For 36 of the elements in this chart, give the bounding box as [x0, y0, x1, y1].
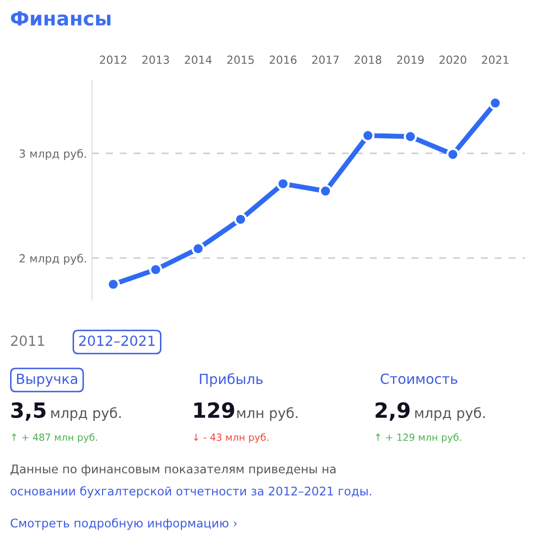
text: млн руб.	[237, 407, 298, 421]
text: 2012–2021	[79, 336, 155, 346]
text: ↑ + 129 млн руб.	[376, 433, 462, 443]
point	[234, 212, 248, 226]
x-tick-label: 2019	[397, 56, 424, 64]
x-tick-label: 2020	[440, 56, 466, 64]
text: 129	[194, 402, 234, 418]
y-tick-label: 2 млрд руб.	[20, 254, 86, 265]
x-tick-label: 2021	[482, 56, 508, 64]
text: Стоимость	[380, 374, 458, 384]
x-tick-label: 2014	[184, 56, 212, 64]
chart-title: Финансы	[10, 11, 110, 26]
text: млрд руб.	[51, 407, 121, 421]
text: Выручка	[17, 374, 78, 387]
y-tick-label: 3 млрд руб.	[20, 149, 86, 160]
text: Данные по финансовым показателям приведены на	[10, 464, 336, 476]
point	[446, 148, 460, 161]
point	[192, 242, 205, 256]
text: Прибыль	[200, 373, 263, 387]
x-tick-label: 2015	[227, 56, 254, 64]
point	[106, 278, 120, 291]
point	[149, 263, 162, 276]
point	[276, 177, 290, 190]
text: Смотреть подробную информацию ›	[10, 518, 237, 530]
text: 2011	[11, 336, 44, 346]
x-tick-label: 2016	[270, 56, 296, 64]
text: 3,5	[11, 402, 46, 421]
text: млрд руб.	[415, 407, 485, 421]
x-tick-label: 2018	[354, 56, 382, 64]
text: ↑ + 487 млн руб.	[12, 433, 98, 443]
text: 2,9	[376, 402, 410, 421]
x-tick-label: 2013	[142, 56, 169, 64]
text: основании бухгалтерской отчетности за 2012–2021 годы.	[10, 486, 372, 498]
text: ↓ - 43 млн руб.	[194, 433, 268, 443]
x-tick-label: 2012	[100, 56, 126, 64]
x-tick-label: 2017	[312, 56, 339, 64]
